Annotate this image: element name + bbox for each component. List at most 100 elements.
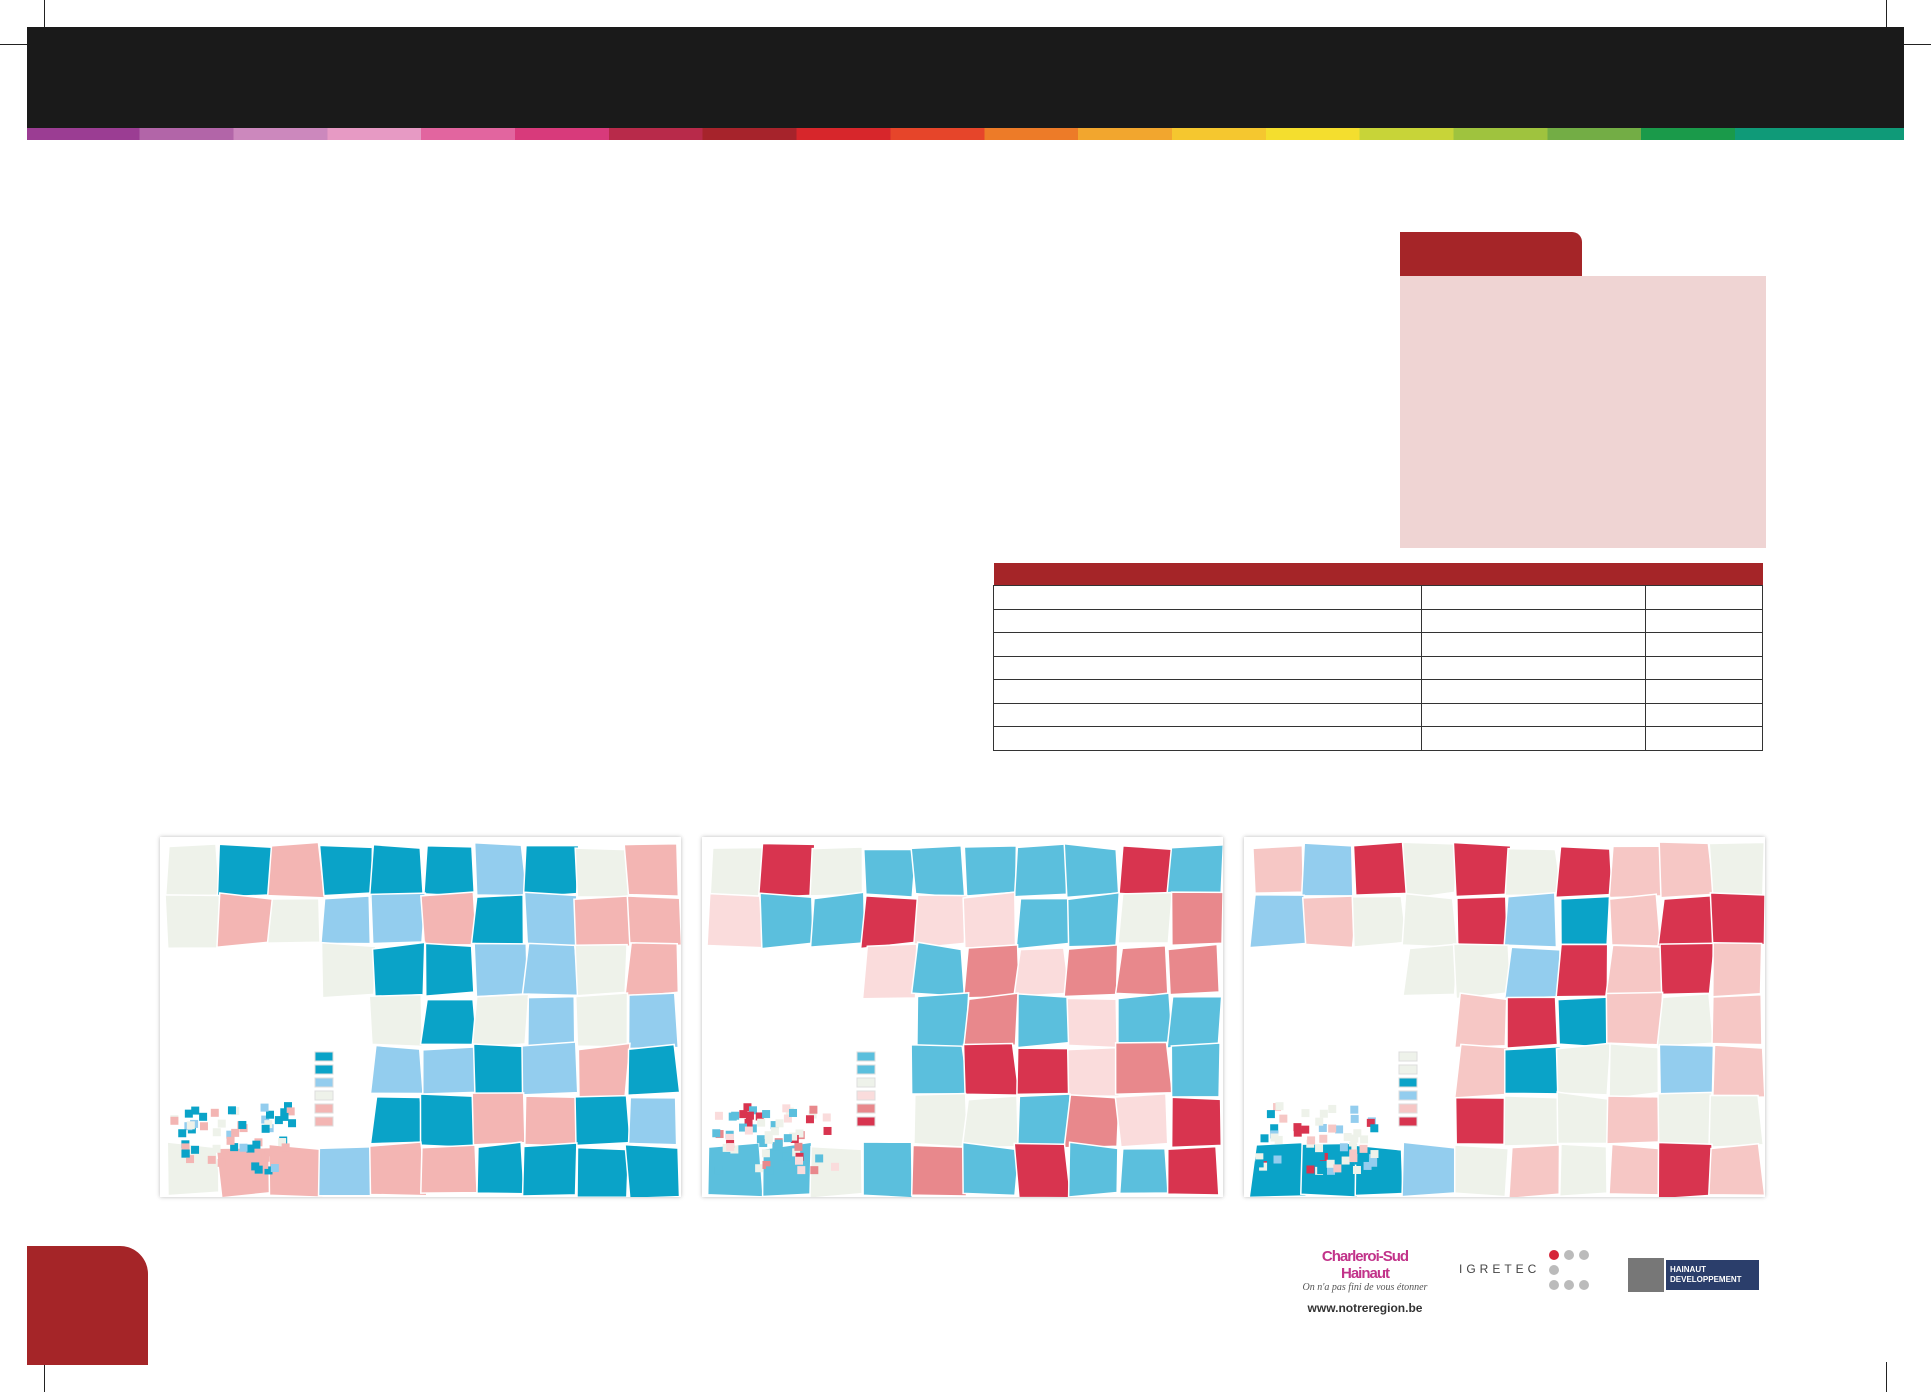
map-region (627, 1043, 681, 1097)
map-region (1170, 1096, 1223, 1149)
map-region (1066, 1046, 1121, 1097)
map-region (1301, 1125, 1310, 1134)
map-region (755, 1164, 764, 1173)
map-region (212, 1128, 221, 1137)
map-region (1712, 941, 1763, 998)
logo-igretec: IGRETEC (1459, 1262, 1541, 1276)
map-region (1279, 1114, 1288, 1123)
map-region (251, 1162, 260, 1171)
map-region (226, 1136, 235, 1145)
map-region (216, 843, 274, 898)
map-region (770, 1121, 779, 1130)
legend-swatch (314, 1077, 334, 1088)
map-region (1506, 996, 1559, 1049)
legend-swatch (856, 1103, 876, 1114)
map-region (1711, 1044, 1765, 1099)
legend-swatch (1398, 1064, 1418, 1075)
map-region (1326, 1159, 1335, 1168)
map-region (1711, 994, 1763, 1046)
map-region (191, 1106, 200, 1115)
map-region (822, 1113, 831, 1122)
map-region (230, 1143, 239, 1152)
map-region (809, 846, 864, 897)
map-region (1255, 1159, 1264, 1168)
map-region (1352, 1165, 1361, 1174)
map-region (1274, 1135, 1283, 1144)
map-region (1293, 1128, 1302, 1137)
map-region (912, 894, 969, 950)
map-region (577, 1042, 631, 1099)
map-region (745, 1111, 754, 1120)
map-region (1454, 1096, 1511, 1146)
map-region (1401, 892, 1459, 949)
map-region (1608, 845, 1664, 899)
legend-swatch (1398, 1051, 1418, 1062)
map-region (1117, 992, 1174, 1045)
legend-swatch (314, 1064, 334, 1075)
map-region (1167, 943, 1221, 996)
map-region (271, 1154, 280, 1163)
map-region (527, 995, 576, 1048)
map-region (217, 1119, 226, 1128)
map-region (184, 1109, 193, 1118)
map-region (1370, 1124, 1379, 1133)
map-region (783, 1114, 792, 1123)
map-region (521, 1041, 579, 1096)
map-region (181, 1149, 190, 1158)
map-region (1114, 1041, 1174, 1096)
map-region (239, 1143, 248, 1152)
map-region (1709, 892, 1765, 946)
map-region (420, 1144, 478, 1194)
map-region (278, 1138, 287, 1147)
map-region (164, 894, 221, 949)
map-region (274, 1116, 283, 1125)
map-region (1359, 1144, 1368, 1153)
map-region (1401, 1141, 1460, 1197)
box-tab (1400, 232, 1582, 276)
logo-province (1628, 1258, 1664, 1292)
map-region (265, 1124, 274, 1133)
map-region (1348, 1141, 1357, 1150)
map-region (862, 1141, 913, 1197)
map-region (1013, 1142, 1072, 1197)
map-region (521, 942, 581, 997)
map-region (476, 1141, 525, 1195)
map-region (261, 1115, 270, 1124)
map-region (1504, 847, 1563, 897)
map-region (1402, 943, 1460, 997)
map-region (757, 842, 816, 899)
map-region (765, 1166, 774, 1175)
crop-mark (44, 0, 45, 30)
map-region (1266, 1110, 1275, 1119)
map-region (231, 1128, 240, 1137)
map-region (1063, 1094, 1120, 1149)
map-region (574, 847, 632, 898)
map-region (808, 1110, 817, 1119)
map-region (762, 1110, 771, 1119)
map-region (783, 1134, 792, 1143)
map-region (1708, 1094, 1765, 1149)
map-region (368, 843, 424, 900)
map-region (1339, 1143, 1348, 1152)
map-region (523, 891, 578, 947)
map-region (962, 891, 1017, 949)
logo-hainaut: HAINAUT DEVELOPPEMENT (1666, 1260, 1759, 1290)
map-region (1319, 1134, 1328, 1143)
map-region (419, 998, 478, 1046)
map-region (286, 1107, 295, 1116)
map-region (1656, 992, 1715, 1048)
map-region (1559, 895, 1611, 946)
map-region (809, 1105, 818, 1114)
map-region (810, 1166, 819, 1175)
map-region (318, 844, 374, 897)
map-region (191, 1145, 200, 1154)
map-region (859, 895, 919, 950)
map-region (739, 1110, 748, 1119)
map-region (368, 1141, 428, 1197)
logo-line: HAINAUT (1670, 1265, 1706, 1274)
map-region (961, 1141, 1020, 1197)
map-region (1117, 891, 1174, 944)
map (160, 837, 681, 1197)
map-region (1452, 841, 1512, 898)
